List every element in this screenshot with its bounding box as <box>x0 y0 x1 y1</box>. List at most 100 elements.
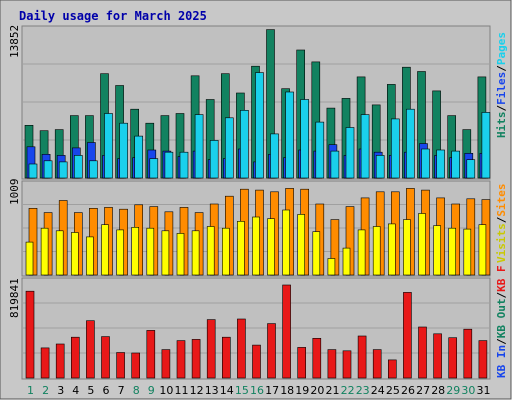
bar-kb-f-day-22 <box>342 350 352 379</box>
legend-hits: Hits <box>495 112 508 139</box>
day-label-23: 23 <box>356 384 370 397</box>
bar-pages-day-30 <box>466 159 476 179</box>
bar-visits-day-4 <box>71 232 79 276</box>
day-label-24: 24 <box>371 384 385 397</box>
bar-pages-day-19 <box>300 99 310 179</box>
bar-kb-f-day-25 <box>387 359 397 379</box>
panel-kbytes-legend: KB In/KB Out/KB F <box>495 265 508 378</box>
day-label-19: 19 <box>295 384 309 397</box>
bar-kb-f-day-31 <box>478 340 488 379</box>
day-label-20: 20 <box>310 384 324 397</box>
bar-kb-f-day-11 <box>176 340 186 379</box>
bar-kb-f-day-30 <box>463 328 473 379</box>
day-label-8: 8 <box>133 384 140 397</box>
bar-kb-f-day-21 <box>327 349 337 379</box>
bar-kb-f-day-26 <box>403 292 412 379</box>
bar-pages-day-10 <box>164 151 174 179</box>
bar-pages-day-20 <box>315 121 325 179</box>
day-label-10: 10 <box>159 384 173 397</box>
bar-pages-day-4 <box>74 155 83 179</box>
bar-kb-f-day-19 <box>297 347 307 379</box>
bar-kb-f-day-16 <box>252 344 261 379</box>
day-label-30: 30 <box>461 384 475 397</box>
day-label-27: 27 <box>416 384 430 397</box>
bar-visits-day-22 <box>342 247 351 276</box>
bar-pages-day-9 <box>149 158 159 179</box>
day-label-18: 18 <box>280 384 294 397</box>
day-label-14: 14 <box>220 384 234 397</box>
bar-visits-day-6 <box>101 224 109 276</box>
bar-kb-f-day-5 <box>86 320 95 379</box>
bar-kb-f-day-10 <box>161 349 171 379</box>
bar-visits-day-31 <box>478 224 487 276</box>
bar-visits-day-11 <box>176 233 185 276</box>
bar-pages-day-17 <box>270 133 279 179</box>
panel-visits: 1009 Visits/Sites <box>8 179 508 277</box>
day-label-12: 12 <box>190 384 204 397</box>
bar-pages-day-3 <box>58 161 68 179</box>
legend-sites: Sites <box>495 184 508 217</box>
bar-visits-day-15 <box>237 221 245 276</box>
bar-pages-day-13 <box>209 140 219 179</box>
bar-kb-f-day-7 <box>116 352 125 379</box>
bar-pages-day-21 <box>330 150 340 179</box>
bar-kb-f-day-27 <box>418 326 427 379</box>
bar-kb-f-day-18 <box>282 284 291 379</box>
day-label-15: 15 <box>235 384 249 397</box>
bar-kb-f-day-15 <box>237 318 246 379</box>
bar-kb-f-day-3 <box>55 343 65 379</box>
day-label-1: 1 <box>27 384 34 397</box>
day-label-31: 31 <box>477 384 491 397</box>
bar-pages-day-12 <box>194 114 204 179</box>
bar-pages-day-15 <box>240 110 249 179</box>
legend-files: Files <box>495 72 508 105</box>
bar-kb-f-day-17 <box>267 323 276 379</box>
bar-kb-f-day-2 <box>40 347 50 379</box>
bar-pages-day-24 <box>375 155 385 179</box>
bar-visits-day-24 <box>372 226 381 276</box>
bar-pages-day-1 <box>28 163 38 179</box>
legend-pages: Pages <box>495 32 508 65</box>
bar-visits-day-20 <box>312 231 321 276</box>
day-label-3: 3 <box>57 384 64 397</box>
legend-separator: / <box>495 105 508 112</box>
panel-hits-scale: 13852 <box>8 25 21 58</box>
legend-kb-out: KB Out <box>495 299 508 339</box>
x-axis-day-labels: 1 2 3 4 5 6 7 8 9 10 11 12 13 14 15 16 17 18 19 20 21 22 23 24 2… <box>27 384 491 397</box>
legend-kb-f: KB F <box>495 265 508 292</box>
panel-visits-legend: Visits/Sites <box>495 184 508 264</box>
bar-kb-f-day-20 <box>312 337 322 379</box>
chart-title: Daily usage for March 2025 <box>19 9 207 23</box>
bar-kb-f-day-8 <box>131 352 140 379</box>
day-label-21: 21 <box>326 384 340 397</box>
day-label-11: 11 <box>175 384 189 397</box>
bar-kb-f-day-1 <box>25 290 35 379</box>
bar-pages-day-25 <box>390 118 400 179</box>
bar-visits-day-29 <box>448 227 457 276</box>
bar-pages-day-5 <box>89 160 98 179</box>
bar-kb-f-day-9 <box>146 330 156 379</box>
bar-kb-f-day-4 <box>71 336 80 379</box>
day-label-13: 13 <box>205 384 219 397</box>
bar-pages-day-22 <box>345 127 355 179</box>
bar-visits-day-9 <box>146 227 155 276</box>
day-label-22: 22 <box>341 384 355 397</box>
bar-visits-day-30 <box>463 228 472 276</box>
day-label-17: 17 <box>265 384 279 397</box>
day-label-28: 28 <box>431 384 445 397</box>
bar-kb-f-day-14 <box>222 336 231 379</box>
panel-kbytes-bars <box>25 284 488 379</box>
bar-pages-day-11 <box>179 151 189 179</box>
day-label-16: 16 <box>250 384 264 397</box>
bar-pages-day-26 <box>406 108 415 179</box>
legend-separator: / <box>495 338 508 345</box>
bar-visits-day-14 <box>222 227 230 276</box>
panel-kbytes: 819841 KB In/KB Out/KB F <box>8 265 508 380</box>
bar-kb-f-day-28 <box>433 333 442 379</box>
bar-visits-day-7 <box>116 229 124 276</box>
bar-pages-day-2 <box>43 160 53 179</box>
bar-visits-day-23 <box>357 229 366 276</box>
day-label-26: 26 <box>401 384 415 397</box>
